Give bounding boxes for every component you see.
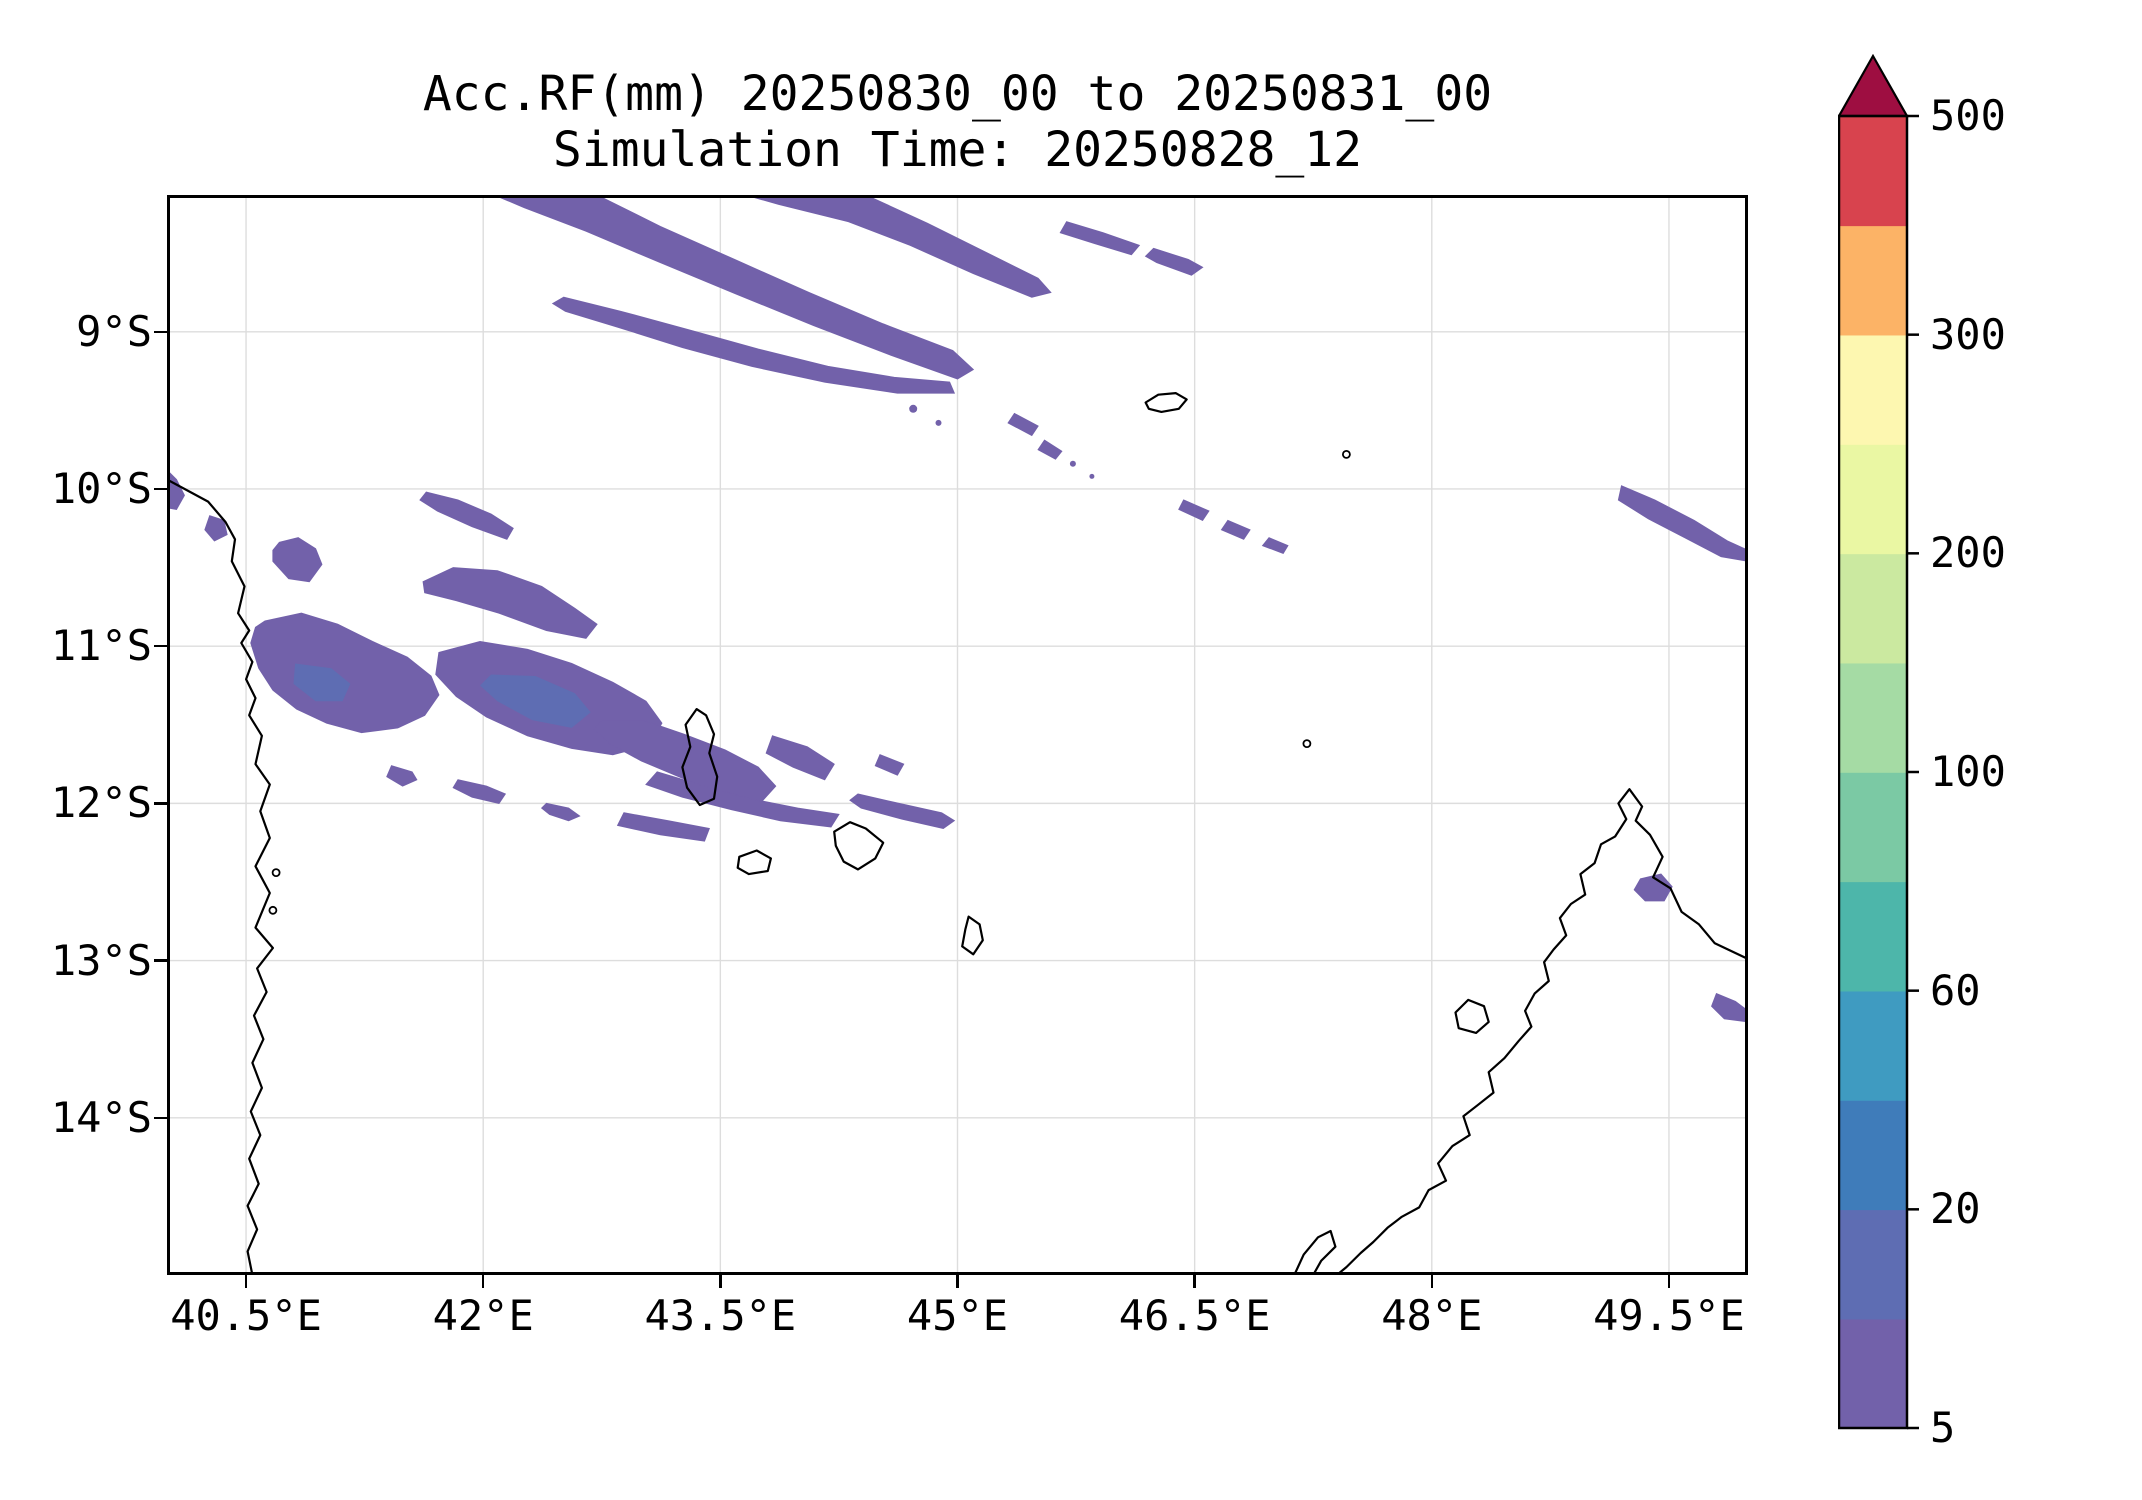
rain-region-5-10 — [1633, 873, 1673, 902]
rain-region-5-10 — [874, 754, 905, 776]
rain-region-5-10 — [422, 567, 598, 639]
colorbar-tick-label: 200 — [1930, 528, 2006, 578]
rain-region-5-10 — [204, 515, 228, 542]
colorbar-segment — [1839, 990, 1907, 1101]
nosy-be-island-coastline — [1454, 998, 1490, 1035]
islet-1-island-outline — [1342, 449, 1351, 459]
x-tick-label: 48°E — [1381, 1291, 1483, 1340]
y-tick-label: 11°S — [50, 621, 152, 671]
rain-region-5-10 — [1037, 439, 1063, 460]
y-tick-label: 10°S — [50, 463, 152, 513]
madagascar-north-coast-coastline — [1335, 788, 1748, 1275]
plot-border — [167, 195, 1748, 1275]
colorbar-segment — [1839, 334, 1907, 445]
madagascar-west-peninsula-coastline — [1293, 1229, 1337, 1275]
rain-region-5-10 — [1617, 485, 1748, 562]
rain-region-5-10 — [1178, 499, 1210, 522]
colorbar-segment — [1839, 116, 1907, 227]
y-tick — [154, 487, 167, 491]
colorbar-segment — [1839, 225, 1907, 336]
x-tick-label: 42°E — [432, 1291, 534, 1340]
x-tick-label: 40.5°E — [170, 1291, 322, 1340]
rain-region-5-10 — [551, 296, 956, 394]
x-tick — [1430, 1275, 1434, 1288]
colorbar-segment — [1839, 1100, 1907, 1211]
rain-region-5-10 — [616, 812, 710, 842]
rain-region-5-10 — [250, 612, 440, 734]
rain-speck — [1069, 460, 1076, 467]
y-tick — [154, 1116, 167, 1120]
y-tick-label: 12°S — [50, 778, 152, 828]
anjouan-island-coastline — [833, 821, 885, 871]
y-tick — [154, 959, 167, 962]
colorbar-segment — [1839, 1318, 1907, 1429]
x-tick — [719, 1275, 722, 1288]
rain-region-5-10 — [540, 802, 581, 822]
colorbar-segment — [1839, 662, 1907, 773]
colorbar-tick-label: 60 — [1930, 965, 1981, 1015]
colorbar-tick-label: 300 — [1930, 309, 2006, 359]
x-tick — [956, 1275, 959, 1288]
colorbar-tick-label: 5 — [1930, 1403, 1956, 1452]
grande-comore-island-coastline — [681, 707, 719, 807]
chart-title: Acc.RF(mm) 20250830_00 to 20250831_00 — [422, 66, 1493, 122]
colorbar-segment — [1839, 1209, 1907, 1320]
x-tick-label: 46.5°E — [1118, 1291, 1271, 1340]
rain-region-5-10 — [167, 469, 185, 510]
chart-subtitle: Simulation Time: 20250828_12 — [552, 122, 1363, 178]
x-tick-label: 45°E — [906, 1291, 1009, 1340]
rain-region-5-10 — [849, 793, 956, 830]
rain-region-5-10 — [452, 779, 507, 804]
colorbar-tick-label: 500 — [1930, 91, 2006, 140]
map-plot — [167, 195, 1748, 1275]
colorbar-over-arrow — [1838, 54, 1909, 118]
rain-region-5-10 — [1144, 247, 1204, 276]
y-tick — [154, 802, 167, 805]
rain-region-5-10 — [645, 771, 840, 828]
colorbar-segment — [1839, 772, 1907, 883]
rain-region-5-10 — [1059, 221, 1141, 256]
rain-region-5-10 — [1261, 537, 1289, 555]
rain-region-5-10 — [494, 195, 975, 380]
x-tick — [1667, 1275, 1671, 1288]
rain-region-5-10 — [765, 735, 835, 781]
rain-region-10-20 — [293, 663, 351, 702]
rain-region-5-10 — [386, 765, 418, 787]
islet-2-island-outline — [1302, 739, 1312, 748]
rain-region-5-10 — [745, 195, 1052, 298]
mayotte-island-coastline — [961, 915, 984, 956]
rain-speck — [1089, 473, 1095, 479]
rain-speck — [935, 419, 942, 426]
colorbar-tick-label: 20 — [1930, 1184, 1981, 1234]
x-tick — [1193, 1275, 1196, 1288]
x-tick — [481, 1275, 485, 1288]
rain-region-5-10 — [1007, 412, 1039, 437]
islet-3-island-outline — [271, 868, 281, 877]
moheli-island-coastline — [736, 849, 773, 876]
islet-4-island-outline — [268, 905, 278, 915]
aldabra-atoll-coastline — [1144, 392, 1188, 413]
africa-east-coast-coastline — [167, 478, 275, 1275]
y-tick — [154, 330, 167, 334]
colorbar-tick-label: 100 — [1930, 747, 2006, 796]
y-tick-label: 9°S — [76, 306, 152, 356]
rain-region-10-20 — [480, 674, 591, 728]
colorbar-segment — [1839, 881, 1907, 992]
rain-region-5-10 — [419, 491, 514, 540]
y-tick-label: 13°S — [50, 935, 152, 985]
rain-region-5-10 — [1220, 519, 1251, 540]
x-tick — [244, 1275, 248, 1288]
colorbar — [1838, 54, 1919, 1430]
x-tick-label: 43.5°E — [644, 1291, 797, 1340]
x-tick-label: 49.5°E — [1593, 1291, 1745, 1340]
y-tick — [154, 644, 167, 648]
y-tick-label: 14°S — [50, 1092, 152, 1142]
rain-region-5-10 — [1711, 992, 1748, 1023]
rain-region-5-10 — [272, 537, 323, 583]
colorbar-segment — [1839, 444, 1907, 555]
colorbar-segment — [1839, 553, 1907, 664]
rain-speck — [909, 404, 918, 413]
